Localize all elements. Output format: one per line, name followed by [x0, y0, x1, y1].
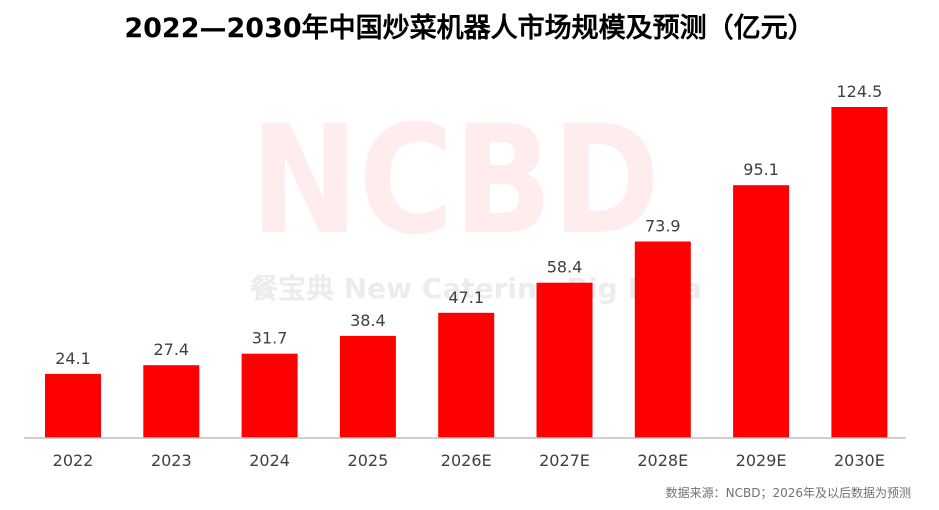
- watermark-logo: NCBD: [250, 94, 660, 268]
- x-tick-label-2029E: 2029E: [736, 451, 787, 470]
- data-label-2022: 24.1: [55, 349, 91, 368]
- x-tick-label-2023: 2023: [151, 451, 192, 470]
- bar-2023: [143, 365, 200, 438]
- x-tick-label-2030E: 2030E: [834, 451, 885, 470]
- data-labels: 24.1 27.4 31.7 38.4 47.1 58.4 73.9 95.1 124.5: [55, 82, 882, 368]
- data-source-note: 数据来源：NCBD；2026年及以后数据为预测: [665, 486, 911, 500]
- x-tick-label-2025: 2025: [348, 451, 389, 470]
- data-label-2030E: 124.5: [836, 82, 882, 101]
- bar-2028E: [634, 241, 691, 438]
- data-label-2025: 38.4: [350, 311, 386, 330]
- bar-2022: [45, 373, 101, 438]
- bar-2025: [339, 335, 396, 438]
- x-tick-label-2028E: 2028E: [637, 451, 688, 470]
- data-label-2026E: 47.1: [448, 288, 484, 307]
- watermark: NCBD 餐宝典 New Catering Big Data: [250, 94, 702, 305]
- data-label-2024: 31.7: [252, 329, 288, 348]
- x-tick-label-2026E: 2026E: [441, 451, 492, 470]
- bar-2030E: [831, 107, 888, 438]
- bar-2024: [241, 353, 298, 438]
- bar-2026E: [438, 312, 495, 438]
- bar-series: [45, 107, 888, 438]
- data-label-2029E: 95.1: [743, 160, 779, 179]
- data-label-2027E: 58.4: [547, 258, 583, 277]
- watermark-subtitle: 餐宝典 New Catering Big Data: [250, 272, 702, 305]
- data-label-2023: 27.4: [153, 340, 189, 359]
- bar-2027E: [536, 282, 593, 438]
- data-label-2028E: 73.9: [645, 217, 681, 236]
- x-tick-label-2027E: 2027E: [539, 451, 590, 470]
- chart-title: 2022—2030年中国炒菜机器人市场规模及预测（亿元）: [124, 13, 815, 44]
- x-tick-label-2022: 2022: [53, 451, 94, 470]
- bar-2029E: [733, 185, 790, 438]
- x-tick-label-2024: 2024: [249, 451, 290, 470]
- x-axis-tick-labels: 2022 2023 2024 2025 2026E 2027E 2028E 2029E 2030…: [53, 451, 885, 470]
